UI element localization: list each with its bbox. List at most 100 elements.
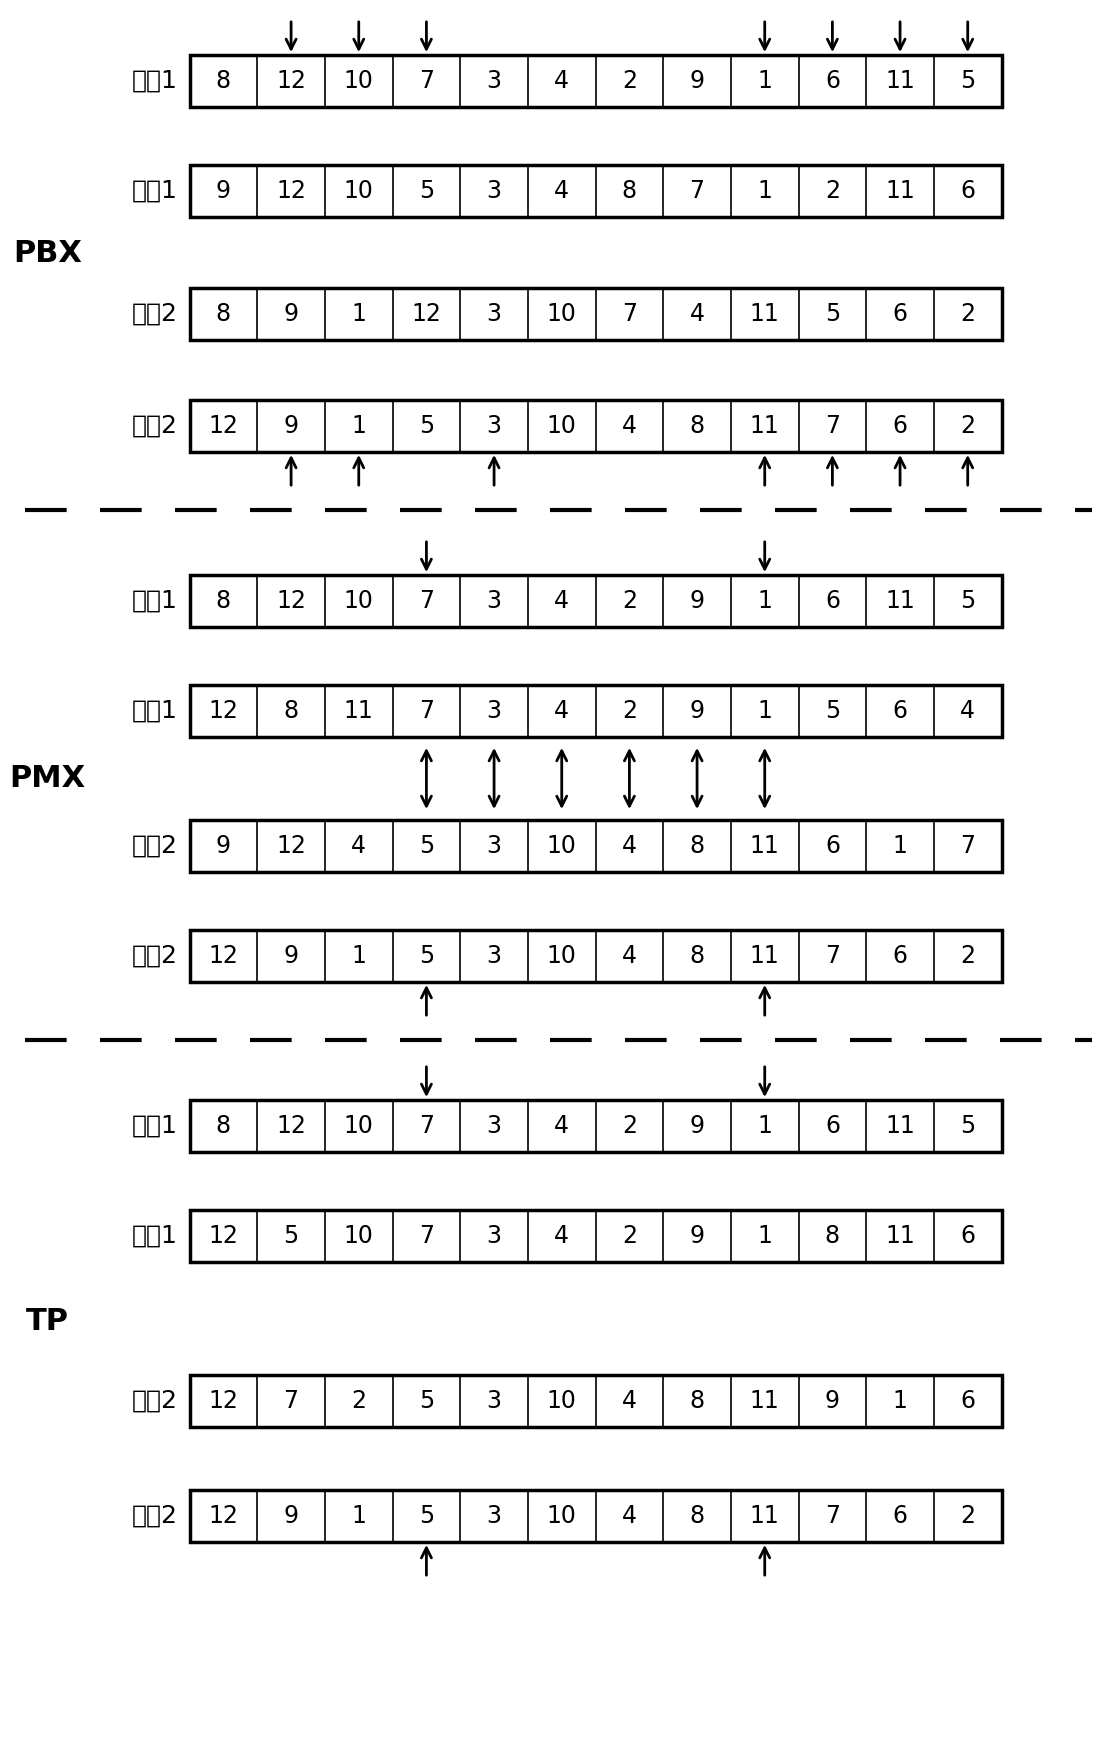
Text: 2: 2 xyxy=(961,415,975,437)
Text: 4: 4 xyxy=(622,415,637,437)
Bar xyxy=(189,819,1002,872)
Text: 12: 12 xyxy=(276,180,306,202)
Text: 3: 3 xyxy=(487,1389,502,1414)
Text: 5: 5 xyxy=(825,302,840,326)
Text: 8: 8 xyxy=(689,945,705,967)
Text: 7: 7 xyxy=(825,415,840,437)
Text: 10: 10 xyxy=(547,945,577,967)
Text: 1: 1 xyxy=(757,589,772,614)
Text: 12: 12 xyxy=(276,70,306,92)
Text: 8: 8 xyxy=(284,699,299,723)
Text: 8: 8 xyxy=(216,1114,231,1138)
Text: 11: 11 xyxy=(885,70,915,92)
Text: 2: 2 xyxy=(622,699,637,723)
Text: 7: 7 xyxy=(284,1389,299,1414)
Text: 7: 7 xyxy=(419,589,434,614)
Text: 3: 3 xyxy=(487,945,502,967)
Text: 9: 9 xyxy=(284,945,299,967)
Text: 4: 4 xyxy=(554,1114,569,1138)
Text: 4: 4 xyxy=(554,589,569,614)
Text: 3: 3 xyxy=(487,1504,502,1529)
Text: 5: 5 xyxy=(960,70,975,92)
Text: 9: 9 xyxy=(689,1114,705,1138)
Text: 3: 3 xyxy=(487,833,502,858)
Text: 8: 8 xyxy=(216,302,231,326)
Text: 1: 1 xyxy=(351,945,366,967)
Text: 9: 9 xyxy=(825,1389,840,1414)
Text: 7: 7 xyxy=(622,302,637,326)
Text: 4: 4 xyxy=(689,302,705,326)
Text: 10: 10 xyxy=(344,70,374,92)
Text: 1: 1 xyxy=(757,1224,772,1248)
Text: 1: 1 xyxy=(757,1114,772,1138)
Text: 子代1: 子代1 xyxy=(132,180,178,202)
Text: 12: 12 xyxy=(208,699,238,723)
Text: 2: 2 xyxy=(961,1504,975,1529)
Text: 4: 4 xyxy=(622,1504,637,1529)
Text: 12: 12 xyxy=(276,833,306,858)
Text: 父代1: 父代1 xyxy=(132,70,178,92)
Text: 10: 10 xyxy=(547,1389,577,1414)
Text: TP: TP xyxy=(26,1307,69,1335)
Text: 父代1: 父代1 xyxy=(132,1114,178,1138)
Text: 4: 4 xyxy=(622,833,637,858)
Text: 4: 4 xyxy=(554,699,569,723)
Text: 5: 5 xyxy=(825,699,840,723)
Bar xyxy=(189,931,1002,981)
Text: 2: 2 xyxy=(622,70,637,92)
Text: 7: 7 xyxy=(419,1224,434,1248)
Bar xyxy=(189,685,1002,737)
Text: 6: 6 xyxy=(825,70,840,92)
Text: 5: 5 xyxy=(960,589,975,614)
Text: 8: 8 xyxy=(689,1389,705,1414)
Text: 2: 2 xyxy=(622,1224,637,1248)
Text: 12: 12 xyxy=(208,1224,238,1248)
Text: 9: 9 xyxy=(216,833,231,858)
Text: 2: 2 xyxy=(961,302,975,326)
Text: 子代2: 子代2 xyxy=(131,833,178,858)
Text: 1: 1 xyxy=(893,1389,907,1414)
Text: 6: 6 xyxy=(893,302,907,326)
Text: 3: 3 xyxy=(487,1114,502,1138)
Text: 7: 7 xyxy=(689,180,705,202)
Text: PBX: PBX xyxy=(13,239,82,268)
Text: 12: 12 xyxy=(411,302,441,326)
Text: 2: 2 xyxy=(622,1114,637,1138)
Text: 11: 11 xyxy=(885,1114,915,1138)
Text: 5: 5 xyxy=(419,180,434,202)
Text: 10: 10 xyxy=(344,589,374,614)
Text: 11: 11 xyxy=(885,589,915,614)
Text: 7: 7 xyxy=(419,699,434,723)
Text: 1: 1 xyxy=(351,1504,366,1529)
Bar xyxy=(189,56,1002,106)
Text: 7: 7 xyxy=(419,1114,434,1138)
Text: 3: 3 xyxy=(487,699,502,723)
Text: 父代2: 父代2 xyxy=(131,415,178,437)
Text: 1: 1 xyxy=(351,302,366,326)
Text: 4: 4 xyxy=(622,1389,637,1414)
Text: 4: 4 xyxy=(554,180,569,202)
Text: 4: 4 xyxy=(351,833,366,858)
Text: 8: 8 xyxy=(216,589,231,614)
Text: 9: 9 xyxy=(689,70,705,92)
Text: 10: 10 xyxy=(344,1114,374,1138)
Text: 6: 6 xyxy=(893,415,907,437)
Text: 8: 8 xyxy=(622,180,637,202)
Bar xyxy=(189,575,1002,627)
Text: 3: 3 xyxy=(487,589,502,614)
Text: 8: 8 xyxy=(689,1504,705,1529)
Bar xyxy=(189,1100,1002,1152)
Text: 8: 8 xyxy=(825,1224,840,1248)
Text: 11: 11 xyxy=(749,945,780,967)
Text: 2: 2 xyxy=(622,589,637,614)
Text: 6: 6 xyxy=(961,1224,975,1248)
Text: 1: 1 xyxy=(893,833,907,858)
Text: 6: 6 xyxy=(961,1389,975,1414)
Text: 9: 9 xyxy=(689,699,705,723)
Text: 5: 5 xyxy=(419,833,434,858)
Text: 2: 2 xyxy=(961,945,975,967)
Text: 3: 3 xyxy=(487,415,502,437)
Text: 9: 9 xyxy=(689,1224,705,1248)
Text: 7: 7 xyxy=(825,945,840,967)
Text: 7: 7 xyxy=(961,833,975,858)
